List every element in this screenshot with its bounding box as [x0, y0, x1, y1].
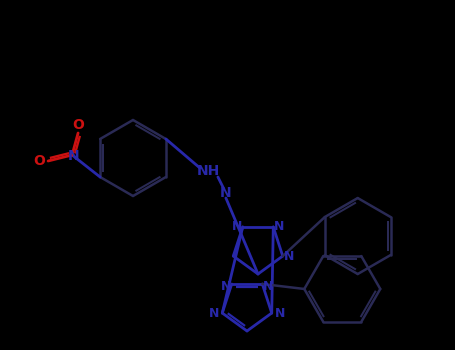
Text: N: N	[232, 220, 242, 233]
Text: O: O	[33, 154, 45, 168]
Text: O: O	[72, 118, 84, 132]
Text: N: N	[221, 280, 231, 293]
Text: N: N	[209, 307, 219, 320]
Text: N: N	[283, 250, 294, 262]
Text: N: N	[67, 149, 79, 163]
Text: N: N	[263, 280, 273, 293]
Text: N: N	[220, 186, 232, 200]
Text: N: N	[274, 307, 285, 320]
Text: N: N	[274, 220, 284, 233]
Text: NH: NH	[196, 164, 219, 178]
